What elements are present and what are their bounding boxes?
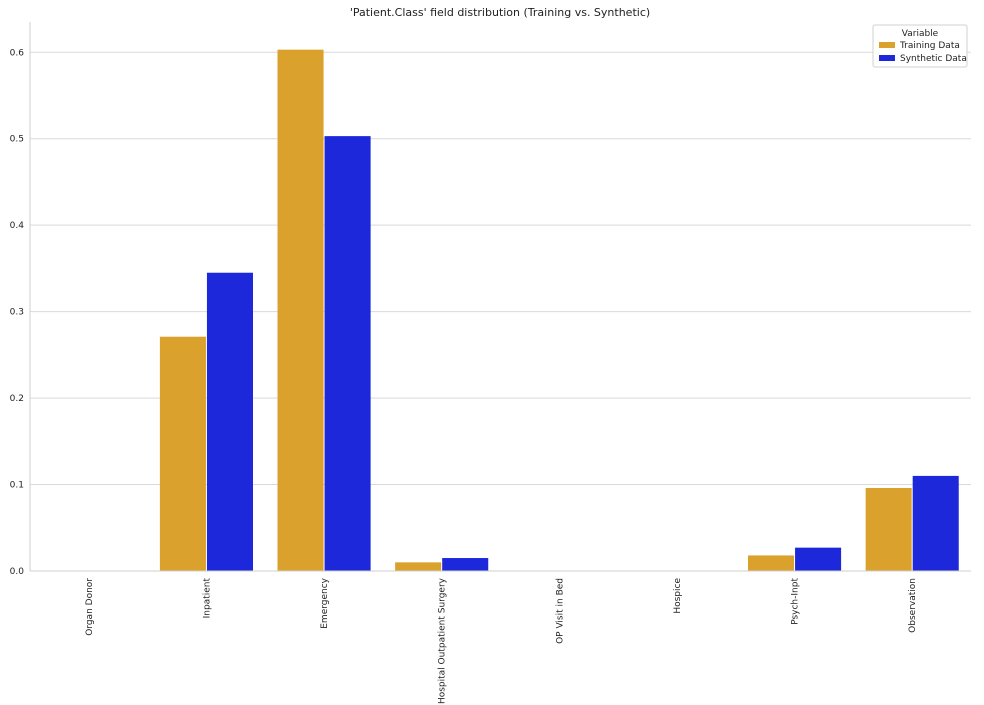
x-tick-label: Emergency bbox=[320, 577, 330, 628]
bar-training-data bbox=[865, 488, 912, 571]
x-tick-label: Organ Donor bbox=[85, 578, 95, 636]
legend-box bbox=[872, 24, 968, 68]
bar-synthetic-data bbox=[442, 558, 489, 571]
x-tick-label: Hospice bbox=[673, 578, 683, 614]
y-tick-labels: 0.0 0.1 0.2 0.3 0.4 0.5 0.6 bbox=[10, 48, 25, 577]
legend: Variable Training Data Synthetic Data bbox=[872, 24, 968, 68]
y-tick-label: 0.6 bbox=[10, 48, 25, 58]
y-tick-label: 0.4 bbox=[10, 221, 25, 231]
x-tick-labels: Organ Donor Inpatient Emergency Hospital Ou… bbox=[85, 577, 918, 704]
bar-training-data bbox=[748, 555, 795, 571]
y-tick-label: 0.1 bbox=[10, 481, 24, 491]
bars bbox=[159, 49, 959, 572]
x-tick-label: Hospital Outpatient Surgery bbox=[438, 577, 448, 704]
bar-training-data bbox=[159, 336, 206, 571]
legend-label: Training Data bbox=[899, 41, 960, 51]
y-tick-label: 0.0 bbox=[10, 567, 25, 577]
chart-title: 'Patient.Class' field distribution (Trai… bbox=[350, 6, 650, 19]
legend-swatch bbox=[879, 55, 895, 61]
x-tick-label: Observation bbox=[908, 578, 918, 633]
y-tick-label: 0.2 bbox=[10, 394, 24, 404]
bar-training-data bbox=[395, 562, 442, 571]
legend-label: Synthetic Data bbox=[900, 54, 967, 64]
x-tick-label: Psych-Inpt bbox=[791, 578, 801, 625]
legend-swatch bbox=[879, 42, 895, 48]
y-tick-label: 0.5 bbox=[10, 135, 24, 145]
x-tick-label: Inpatient bbox=[202, 578, 212, 619]
bar-synthetic-data bbox=[324, 136, 371, 571]
bar-synthetic-data bbox=[912, 475, 959, 571]
bar-training-data bbox=[277, 49, 324, 572]
legend-title: Variable bbox=[902, 29, 939, 39]
x-tick-label: OP Visit in Bed bbox=[555, 578, 565, 644]
y-tick-label: 0.3 bbox=[10, 308, 24, 318]
bar-synthetic-data bbox=[795, 547, 842, 571]
bar-synthetic-data bbox=[206, 272, 253, 571]
